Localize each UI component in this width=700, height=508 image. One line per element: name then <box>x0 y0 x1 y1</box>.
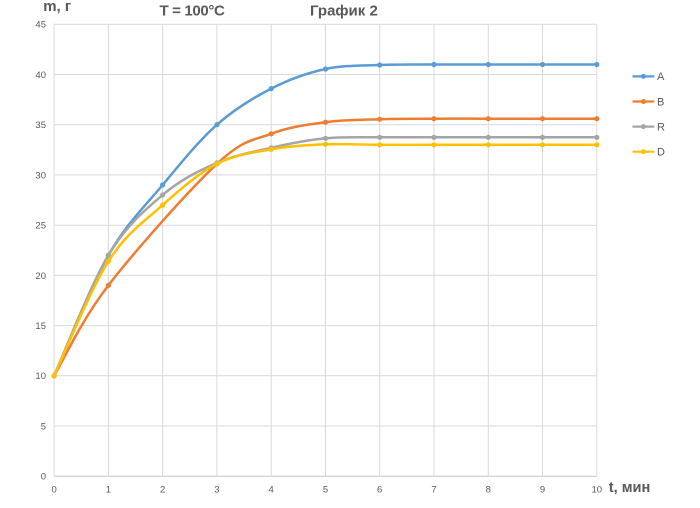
svg-text:0: 0 <box>41 472 46 483</box>
svg-text:20: 20 <box>35 271 46 282</box>
svg-text:35: 35 <box>35 120 46 131</box>
svg-text:График 2: График 2 <box>310 2 378 19</box>
svg-text:10: 10 <box>35 371 46 382</box>
svg-text:T = 100°C: T = 100°C <box>160 2 225 19</box>
svg-text:1: 1 <box>106 485 111 496</box>
svg-text:A: A <box>657 71 665 83</box>
svg-text:5: 5 <box>323 485 328 496</box>
svg-text:9: 9 <box>540 485 545 496</box>
svg-text:R: R <box>657 121 665 133</box>
svg-text:3: 3 <box>214 485 219 496</box>
svg-text:10: 10 <box>592 485 603 496</box>
svg-text:0: 0 <box>51 485 56 496</box>
svg-text:40: 40 <box>35 70 46 81</box>
svg-text:8: 8 <box>486 485 491 496</box>
svg-text:30: 30 <box>35 170 46 181</box>
svg-text:t, мин: t, мин <box>609 480 651 496</box>
svg-text:D: D <box>657 147 665 159</box>
svg-text:5: 5 <box>41 421 46 432</box>
svg-text:m, г: m, г <box>43 0 71 15</box>
svg-text:2: 2 <box>160 485 165 496</box>
svg-text:6: 6 <box>377 485 382 496</box>
svg-text:25: 25 <box>35 221 46 232</box>
svg-text:45: 45 <box>35 20 46 31</box>
svg-text:15: 15 <box>35 321 46 332</box>
svg-text:4: 4 <box>269 485 274 496</box>
svg-text:B: B <box>657 96 664 108</box>
svg-text:7: 7 <box>431 485 436 496</box>
